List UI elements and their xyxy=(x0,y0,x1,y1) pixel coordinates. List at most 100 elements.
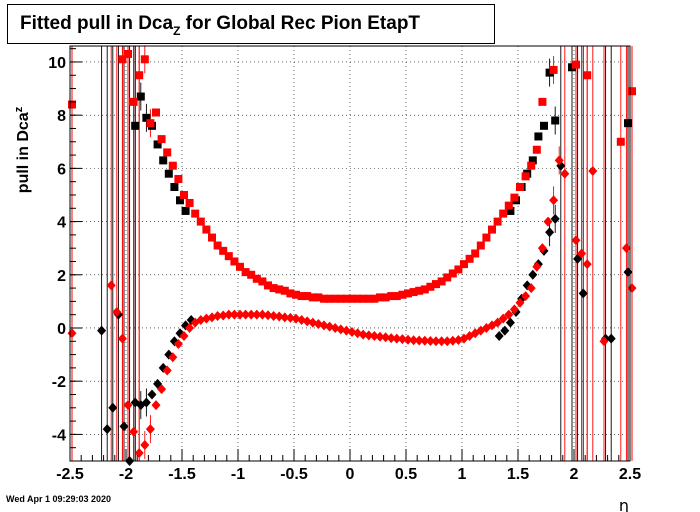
y-tick-label: 6 xyxy=(57,161,66,178)
square-marker xyxy=(68,100,76,109)
square-marker xyxy=(551,116,560,125)
diamond-marker xyxy=(364,330,374,341)
square-marker xyxy=(572,60,580,69)
square-marker xyxy=(202,225,211,234)
square-marker xyxy=(336,294,345,303)
diamond-marker xyxy=(97,325,107,336)
diamond-marker xyxy=(134,448,144,459)
square-marker xyxy=(628,87,636,96)
square-marker xyxy=(163,148,172,157)
square-marker xyxy=(392,292,401,301)
square-marker xyxy=(252,274,261,283)
error-bars xyxy=(71,45,633,461)
diamond-marker xyxy=(498,313,508,324)
square-marker xyxy=(532,145,541,154)
square-marker xyxy=(521,172,530,181)
diamond-marker xyxy=(528,269,538,280)
square-marker xyxy=(510,193,519,202)
diamond-marker xyxy=(274,311,284,322)
diamond-marker xyxy=(500,325,510,336)
square-marker xyxy=(241,268,250,277)
x-tick-label: 0 xyxy=(346,466,355,483)
square-marker xyxy=(443,273,452,282)
diamond-marker xyxy=(521,291,531,302)
square-marker xyxy=(157,135,166,144)
square-marker xyxy=(527,161,536,170)
x-tick-label: -2 xyxy=(119,466,133,483)
square-marker xyxy=(516,182,524,191)
x-tick-label: -1 xyxy=(231,466,245,483)
diamond-marker xyxy=(108,402,118,413)
square-marker xyxy=(460,260,468,269)
diamond-marker xyxy=(386,333,396,344)
diamond-marker xyxy=(537,243,547,254)
diamond-marker xyxy=(582,259,592,270)
diamond-marker xyxy=(545,227,555,238)
diamond-marker xyxy=(140,440,150,451)
diamond-marker xyxy=(151,400,161,411)
square-marker xyxy=(471,249,480,258)
x-tick-label: -2.5 xyxy=(56,466,84,483)
square-marker xyxy=(174,175,183,184)
square-marker xyxy=(482,233,491,242)
diamond-marker xyxy=(252,309,262,320)
diamond-marker xyxy=(179,330,189,341)
square-marker xyxy=(275,285,284,294)
square-marker xyxy=(404,289,412,298)
square-marker xyxy=(353,294,362,303)
diamond-marker xyxy=(392,333,402,344)
diamond-marker xyxy=(437,336,447,347)
diamond-marker xyxy=(358,329,368,340)
diamond-marker xyxy=(381,332,391,343)
diamond-marker xyxy=(235,309,245,320)
diamond-marker xyxy=(549,195,559,206)
diamond-marker xyxy=(280,312,290,323)
x-tick-label: 1.5 xyxy=(507,466,529,483)
diamond-marker xyxy=(141,397,151,408)
diamond-marker xyxy=(112,307,122,318)
square-marker xyxy=(420,285,429,294)
square-marker xyxy=(454,265,463,274)
square-marker xyxy=(426,282,435,291)
square-marker xyxy=(376,293,384,302)
square-marker xyxy=(437,277,446,286)
square-marker xyxy=(142,113,151,122)
square-marker xyxy=(213,241,222,250)
y-tick-label: 8 xyxy=(57,108,66,125)
square-marker xyxy=(146,119,155,128)
diamond-marker xyxy=(509,304,519,315)
square-marker xyxy=(534,132,543,141)
diamond-marker xyxy=(162,365,172,376)
diamond-marker xyxy=(119,421,129,432)
square-marker xyxy=(616,137,625,146)
x-axis-label: η xyxy=(619,496,629,512)
square-marker xyxy=(208,233,216,242)
diamond-marker xyxy=(403,334,413,345)
square-marker xyxy=(348,294,356,303)
timestamp: Wed Apr 1 09:29:03 2020 xyxy=(6,494,112,504)
diamond-marker xyxy=(515,297,525,308)
y-tick-label: 4 xyxy=(57,215,66,232)
x-tick-label: 1 xyxy=(458,466,467,483)
x-tick-label: 0.5 xyxy=(395,466,417,483)
square-marker xyxy=(342,294,351,303)
square-marker xyxy=(415,286,424,295)
square-marker xyxy=(164,169,173,178)
diamond-marker xyxy=(145,424,155,435)
diamond-marker xyxy=(599,336,609,347)
diamond-marker xyxy=(157,384,167,395)
square-marker xyxy=(538,97,547,106)
square-marker xyxy=(370,294,379,303)
diamond-marker xyxy=(269,311,279,322)
diamond-marker xyxy=(425,336,435,347)
square-marker xyxy=(465,254,474,263)
square-marker xyxy=(297,292,306,301)
square-marker xyxy=(314,293,323,302)
square-marker xyxy=(170,182,179,191)
square-marker xyxy=(359,294,368,303)
diamond-marker xyxy=(168,352,178,363)
y-tick-label: -4 xyxy=(52,427,66,444)
square-marker xyxy=(499,209,508,218)
chart-title-subscript: Z xyxy=(173,24,181,38)
diamond-marker xyxy=(578,288,588,299)
